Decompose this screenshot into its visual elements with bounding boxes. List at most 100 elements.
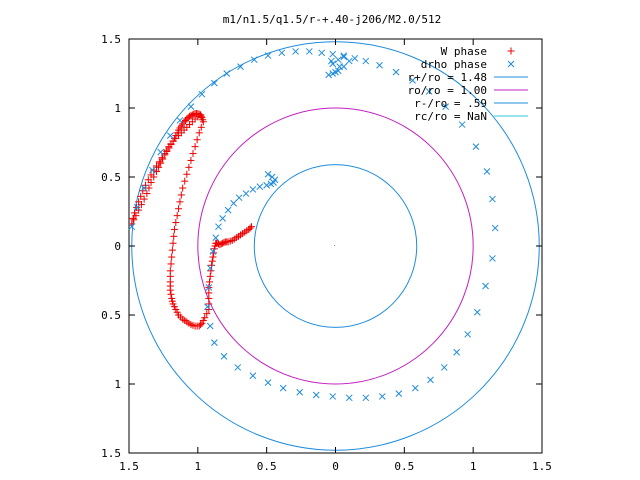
w-point xyxy=(206,272,214,280)
drho-point xyxy=(318,49,326,57)
y-tick-label-6: 1.5 xyxy=(101,447,121,460)
w-point xyxy=(185,163,193,171)
w-point xyxy=(248,223,256,231)
y-tick-label-2: 0.5 xyxy=(101,171,121,184)
drho-point xyxy=(292,48,299,55)
circle-1 xyxy=(197,107,474,385)
drho-point xyxy=(345,394,353,402)
drho-point xyxy=(296,388,304,396)
drho-point xyxy=(128,223,136,231)
y-tick-label-4: 0.5 xyxy=(101,309,121,322)
w-point xyxy=(167,260,175,268)
legend-label-2: r+/ro = 1.48 xyxy=(408,71,487,84)
drho-point xyxy=(329,393,337,400)
w-point xyxy=(173,212,181,220)
w-point xyxy=(167,290,175,298)
w-point xyxy=(208,257,216,265)
w-point xyxy=(139,187,147,195)
x-tick-label-6: 1.5 xyxy=(532,460,552,473)
drho-point xyxy=(464,330,472,338)
drho-point xyxy=(279,384,287,392)
legend-label-3: ro/ro = 1.00 xyxy=(408,84,487,97)
drho-point xyxy=(264,170,272,178)
drho-point xyxy=(409,77,416,84)
drho-point xyxy=(204,303,211,311)
drho-point xyxy=(458,121,466,128)
drho-point xyxy=(345,57,353,65)
w-point xyxy=(187,156,195,164)
series-1 xyxy=(128,48,499,402)
drho-point xyxy=(427,376,434,384)
drho-point xyxy=(340,53,348,61)
drho-point xyxy=(334,56,342,64)
drho-point xyxy=(249,186,257,193)
w-point xyxy=(132,212,140,220)
w-point xyxy=(193,136,201,144)
w-point xyxy=(199,118,207,126)
w-point xyxy=(181,177,189,185)
axes: 1.5 1 0.5 0 0.5 1 1.51.510.500.511.5 xyxy=(101,33,552,473)
w-point xyxy=(172,219,180,227)
drho-point xyxy=(212,234,220,242)
w-point xyxy=(179,184,187,192)
drho-point xyxy=(256,183,264,191)
w-point xyxy=(191,143,199,151)
drho-point xyxy=(425,88,433,95)
x-tick-label-2: 0.5 xyxy=(257,460,277,473)
w-point xyxy=(177,191,185,199)
legend-marker-0 xyxy=(507,47,515,55)
circle-2 xyxy=(253,164,418,328)
drho-point xyxy=(206,322,214,330)
w-point xyxy=(130,216,138,224)
x-tick-label-0: 1.5 xyxy=(119,460,139,473)
drho-point xyxy=(230,199,237,207)
drho-point xyxy=(220,353,228,360)
w-point xyxy=(140,195,148,203)
w-point xyxy=(195,129,203,137)
w-point xyxy=(159,155,167,163)
w-point xyxy=(208,261,216,269)
w-point xyxy=(175,205,183,213)
drho-point xyxy=(305,48,313,55)
y-tick-label-0: 1.5 xyxy=(101,33,121,46)
drho-point xyxy=(205,284,213,291)
drho-point xyxy=(264,52,272,59)
w-point xyxy=(147,179,155,187)
drho-point xyxy=(176,117,184,124)
drho-point xyxy=(210,79,218,87)
drho-point xyxy=(491,224,499,232)
drho-point xyxy=(483,168,491,175)
drho-point xyxy=(242,190,250,197)
drho-point xyxy=(210,339,218,346)
data-series xyxy=(128,48,499,402)
w-point xyxy=(155,163,163,171)
drho-point xyxy=(250,56,258,64)
drho-point xyxy=(395,390,403,398)
drho-point xyxy=(473,308,481,316)
drho-point xyxy=(411,384,419,392)
drho-point xyxy=(442,103,449,110)
drho-point xyxy=(392,68,400,76)
drho-point xyxy=(332,68,339,76)
drho-point xyxy=(198,90,206,98)
drho-point xyxy=(237,63,244,70)
w-point xyxy=(197,123,205,131)
y-tick-label-3: 0 xyxy=(114,240,121,253)
legend-label-1: drho phase xyxy=(421,58,487,71)
drho-point xyxy=(378,393,386,400)
w-point xyxy=(206,278,214,286)
legend-label-5: rc/ro = NaN xyxy=(414,110,487,123)
origin-dot xyxy=(334,245,335,246)
x-tick-label-1: 1 xyxy=(195,460,202,473)
drho-point xyxy=(329,50,337,58)
drho-point xyxy=(234,364,242,371)
drho-point xyxy=(489,255,496,262)
drho-point xyxy=(489,195,496,203)
drho-point xyxy=(157,148,165,156)
w-point xyxy=(246,224,254,232)
x-tick-label-3: 0 xyxy=(332,460,339,473)
x-tick-label-5: 1 xyxy=(470,460,477,473)
drho-point xyxy=(278,49,286,57)
w-point xyxy=(169,239,177,247)
w-point xyxy=(168,253,176,261)
